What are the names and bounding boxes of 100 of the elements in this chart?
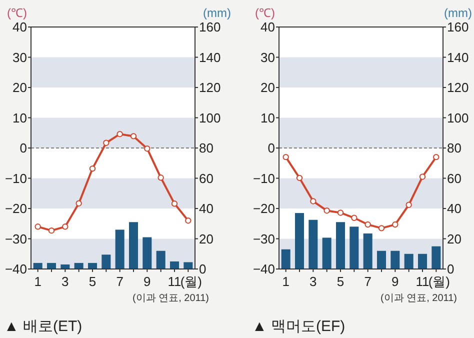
x-tick-label: 11 [416,274,430,289]
bar [432,246,441,269]
y-tick-label: 30 [12,50,27,65]
y2-tick-label: 160 [447,20,469,34]
y-tick-label: −30 [252,231,275,246]
bar [418,254,428,269]
point [310,198,316,204]
bar [322,238,332,269]
bar [46,262,56,269]
bar [88,262,98,269]
y-axis-title: (℃) [7,6,27,20]
point [296,174,303,182]
y2-tick-label: 120 [447,80,469,95]
bar [294,213,304,269]
point [433,154,440,160]
x-tick-label: 3 [310,274,317,289]
y2-axis-title: (mm) [203,6,232,20]
x-tick-label: 11 [168,274,182,289]
bar [390,250,400,269]
bar [336,222,346,269]
y-tick-label: 40 [260,20,275,34]
y2-tick-label: 40 [447,201,462,216]
point [158,174,164,181]
y2-axis-title: (mm) [444,6,472,20]
bar [170,261,180,269]
point [144,146,150,152]
y2-tick-label: 140 [199,50,221,65]
bar [156,250,166,269]
point [62,224,68,230]
point [282,154,289,160]
y2-tick-label: 40 [199,201,214,216]
x-tick-label: 1 [34,274,42,289]
x-tick-label: 7 [116,274,124,289]
y2-tick-label: 80 [447,140,462,156]
point [185,218,192,224]
point [171,200,178,207]
y2-tick-label: 160 [199,20,221,34]
y-tick-label: 10 [260,110,275,126]
bar [404,254,414,269]
point [337,210,344,216]
y2-tick-label: 0 [199,262,206,276]
x-tick-label: 9 [144,274,151,289]
x-axis-title: (월) [428,274,450,289]
y-tick-label: −10 [252,170,275,186]
y-tick-label: −10 [4,170,27,186]
y2-tick-label: 140 [447,50,469,65]
bar [102,254,111,269]
y-tick-label: 30 [260,50,275,65]
y-tick-label: 0 [268,140,275,156]
y2-tick-label: 100 [447,110,469,126]
text: (이과 연표, 2011) [380,293,457,304]
point [419,174,426,180]
point [392,221,398,228]
bar [363,233,372,269]
y-tick-label: 10 [12,110,27,126]
point [364,221,371,228]
point [351,214,358,221]
y2-tick-label: 20 [447,231,462,246]
x-tick-label: 7 [364,274,372,289]
y2-tick-label: 120 [199,80,221,95]
bar [115,230,124,269]
point [103,140,110,146]
y-tick-label: 40 [12,20,27,34]
y2-tick-label: 100 [199,110,221,126]
bar [74,262,84,269]
point [324,208,330,214]
x-tick-label: 5 [336,274,344,289]
y-tick-label: −40 [4,262,27,276]
x-tick-label: 9 [392,274,399,289]
bar [33,262,42,269]
bar [184,262,193,269]
y-tick-label: −30 [4,231,27,246]
bar [376,250,386,269]
text: ▲ 배로(ET) [4,318,82,335]
y2-tick-label: 60 [199,170,214,186]
y-axis-title: (℃) [255,6,275,20]
y-tick-label: 20 [260,80,275,95]
point [48,227,55,234]
y2-tick-label: 0 [447,262,454,276]
point [76,200,82,206]
y2-tick-label: 80 [199,140,214,156]
point [34,224,41,230]
bar [128,222,138,269]
y-tick-label: 0 [20,140,27,156]
bar [142,237,152,269]
bar [281,249,290,269]
y-tick-label: −20 [252,201,275,216]
text: ▲ 맥머도(EF) [252,318,346,335]
y-tick-label: −40 [252,262,275,276]
y-tick-label: 20 [12,80,27,95]
y-tick-label: −20 [4,201,27,216]
point [406,202,412,208]
y2-tick-label: 60 [447,170,462,186]
x-tick-label: 5 [88,274,96,289]
x-tick-label: 3 [62,274,69,289]
point [130,133,137,140]
point [116,130,123,138]
x-tick-label: 1 [282,274,290,289]
point [89,165,96,172]
x-axis-title: (월) [180,274,202,289]
